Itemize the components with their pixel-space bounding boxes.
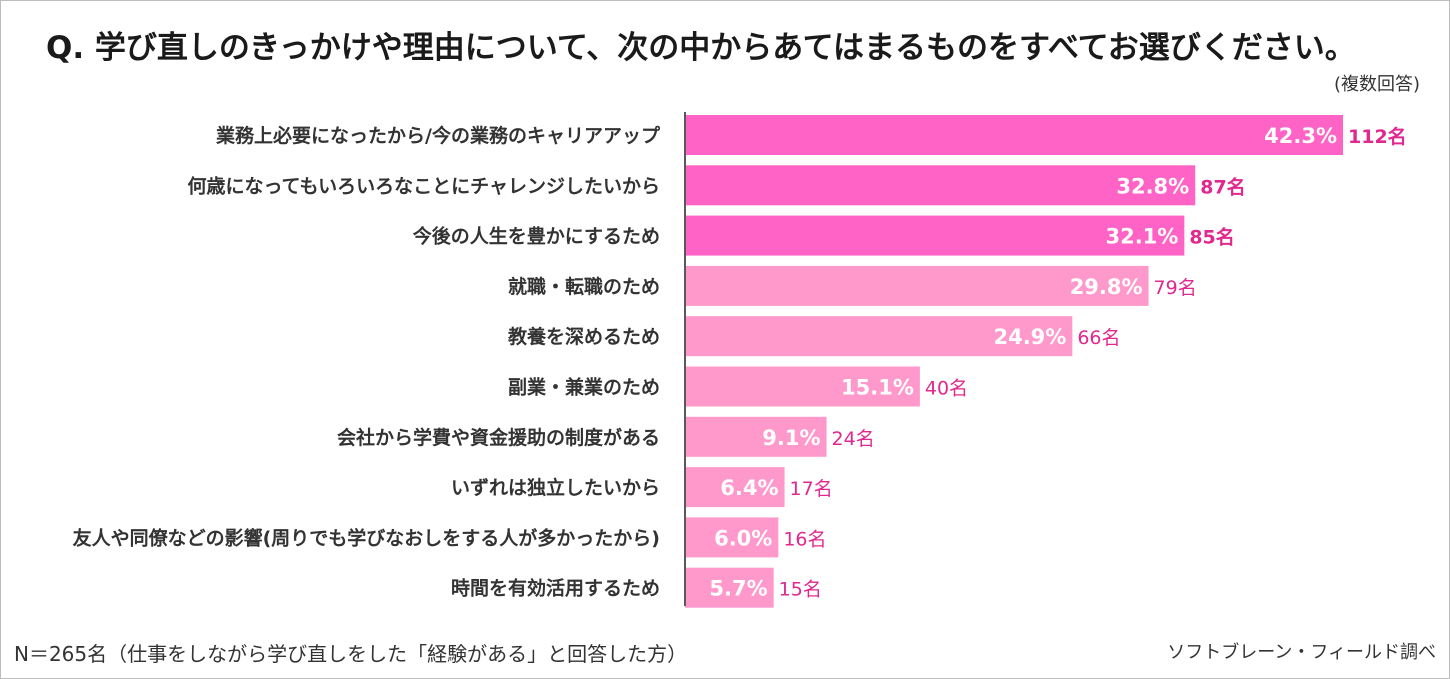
value-label: 32.1% [1105, 225, 1178, 249]
category-label: いずれは独立したいから [451, 476, 660, 499]
count-label: 79名 [1154, 277, 1197, 299]
category-label: 何歳になってもいろいろなことにチャレンジしたいから [187, 174, 660, 197]
bar [685, 215, 1185, 256]
category-label: 今後の人生を豊かにするため [412, 225, 660, 248]
bar [685, 366, 920, 407]
value-label: 9.1% [762, 426, 820, 450]
multiple-answer-note: (複数回答) [1333, 74, 1420, 95]
source-credit: ソフトブレーン・フィールド調べ [1167, 642, 1436, 663]
bar [685, 316, 1073, 357]
value-label: 29.8% [1070, 275, 1143, 299]
value-label: 6.0% [714, 526, 772, 550]
bar [685, 115, 1343, 155]
bar [685, 416, 827, 457]
category-label: 業務上必要になったから/今の業務のキャリアアップ [215, 124, 661, 147]
count-label: 112名 [1348, 125, 1407, 148]
count-label: 40名 [925, 378, 968, 400]
count-label: 17名 [790, 478, 833, 500]
value-label: 5.7% [709, 577, 767, 601]
value-label: 32.8% [1116, 174, 1189, 198]
count-label: 15名 [779, 579, 822, 601]
category-label: 就職・転職のため [508, 275, 660, 298]
value-label: 42.3% [1264, 124, 1337, 148]
count-label: 16名 [783, 528, 826, 550]
value-label: 24.9% [993, 325, 1066, 349]
count-label: 66名 [1077, 327, 1120, 349]
category-label: 時間を有効活用するため [451, 577, 660, 600]
value-label: 15.1% [841, 376, 914, 400]
count-label: 85名 [1189, 226, 1234, 249]
bar [685, 567, 774, 608]
count-label: 87名 [1200, 175, 1245, 198]
bar [685, 517, 779, 558]
chart-title: Q. 学び直しのきっかけや理由について、次の中からあてはまるものをすべてお選びく… [46, 30, 1356, 66]
category-label: 会社から学費や資金援助の制度がある [337, 426, 660, 449]
sample-size-note: N＝265名（仕事をしながら学び直しをした「経験がある」と回答した方） [14, 642, 688, 666]
category-label: 副業・兼業のため [508, 376, 660, 399]
bar [685, 467, 785, 508]
category-label: 友人や同僚などの影響(周りでも学びなおしをする人が多かったから) [73, 526, 660, 549]
bar [685, 165, 1196, 206]
category-label: 教養を深めるため [508, 325, 660, 348]
count-label: 24名 [832, 428, 875, 450]
bar [685, 265, 1149, 306]
value-label: 6.4% [720, 476, 778, 500]
